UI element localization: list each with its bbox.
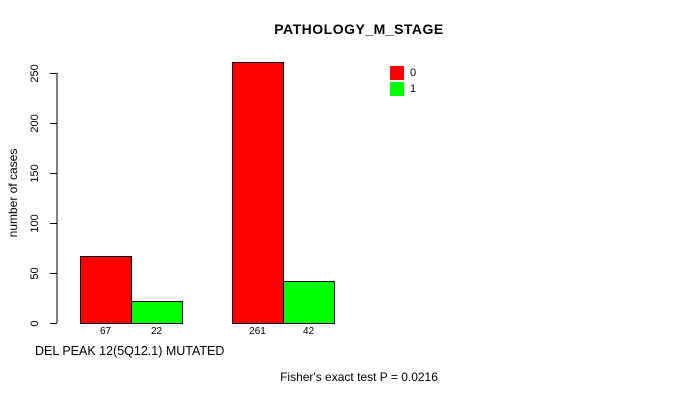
legend-item-1: 1 — [390, 82, 416, 96]
legend-label-1: 1 — [410, 83, 417, 95]
bar-series-1-group-2 — [283, 281, 335, 324]
bar-series-0-group-1 — [80, 256, 132, 324]
chart-title: PATHOLOGY_M_STAGE — [274, 21, 444, 37]
legend-swatch-green-icon — [390, 82, 404, 96]
legend: 0 1 — [390, 66, 416, 98]
y-axis-tick-label: 0 — [29, 320, 41, 326]
bar-series-1-group-1 — [131, 301, 183, 324]
legend-label-0: 0 — [410, 67, 417, 79]
bar-value-label: 67 — [100, 326, 112, 337]
fisher-test-note: Fisher's exact test P = 0.0216 — [280, 370, 438, 384]
y-axis-tick-label: 200 — [29, 114, 41, 132]
bar-value-label: 42 — [303, 326, 315, 337]
bar-value-label: 22 — [151, 326, 163, 337]
legend-swatch-red-icon — [390, 66, 404, 80]
y-axis-tick-label: 100 — [29, 214, 41, 232]
y-axis-tick-label: 150 — [29, 164, 41, 182]
y-axis-tick-label: 250 — [29, 64, 41, 82]
y-axis-title: number of cases — [6, 148, 20, 238]
y-axis-tick-label: 50 — [29, 267, 41, 279]
bar-series-0-group-2 — [232, 62, 284, 324]
bar-value-label: 261 — [249, 326, 266, 337]
legend-item-0: 0 — [390, 66, 416, 80]
x-axis-title: DEL PEAK 12(5Q12.1) MUTATED — [35, 344, 225, 358]
